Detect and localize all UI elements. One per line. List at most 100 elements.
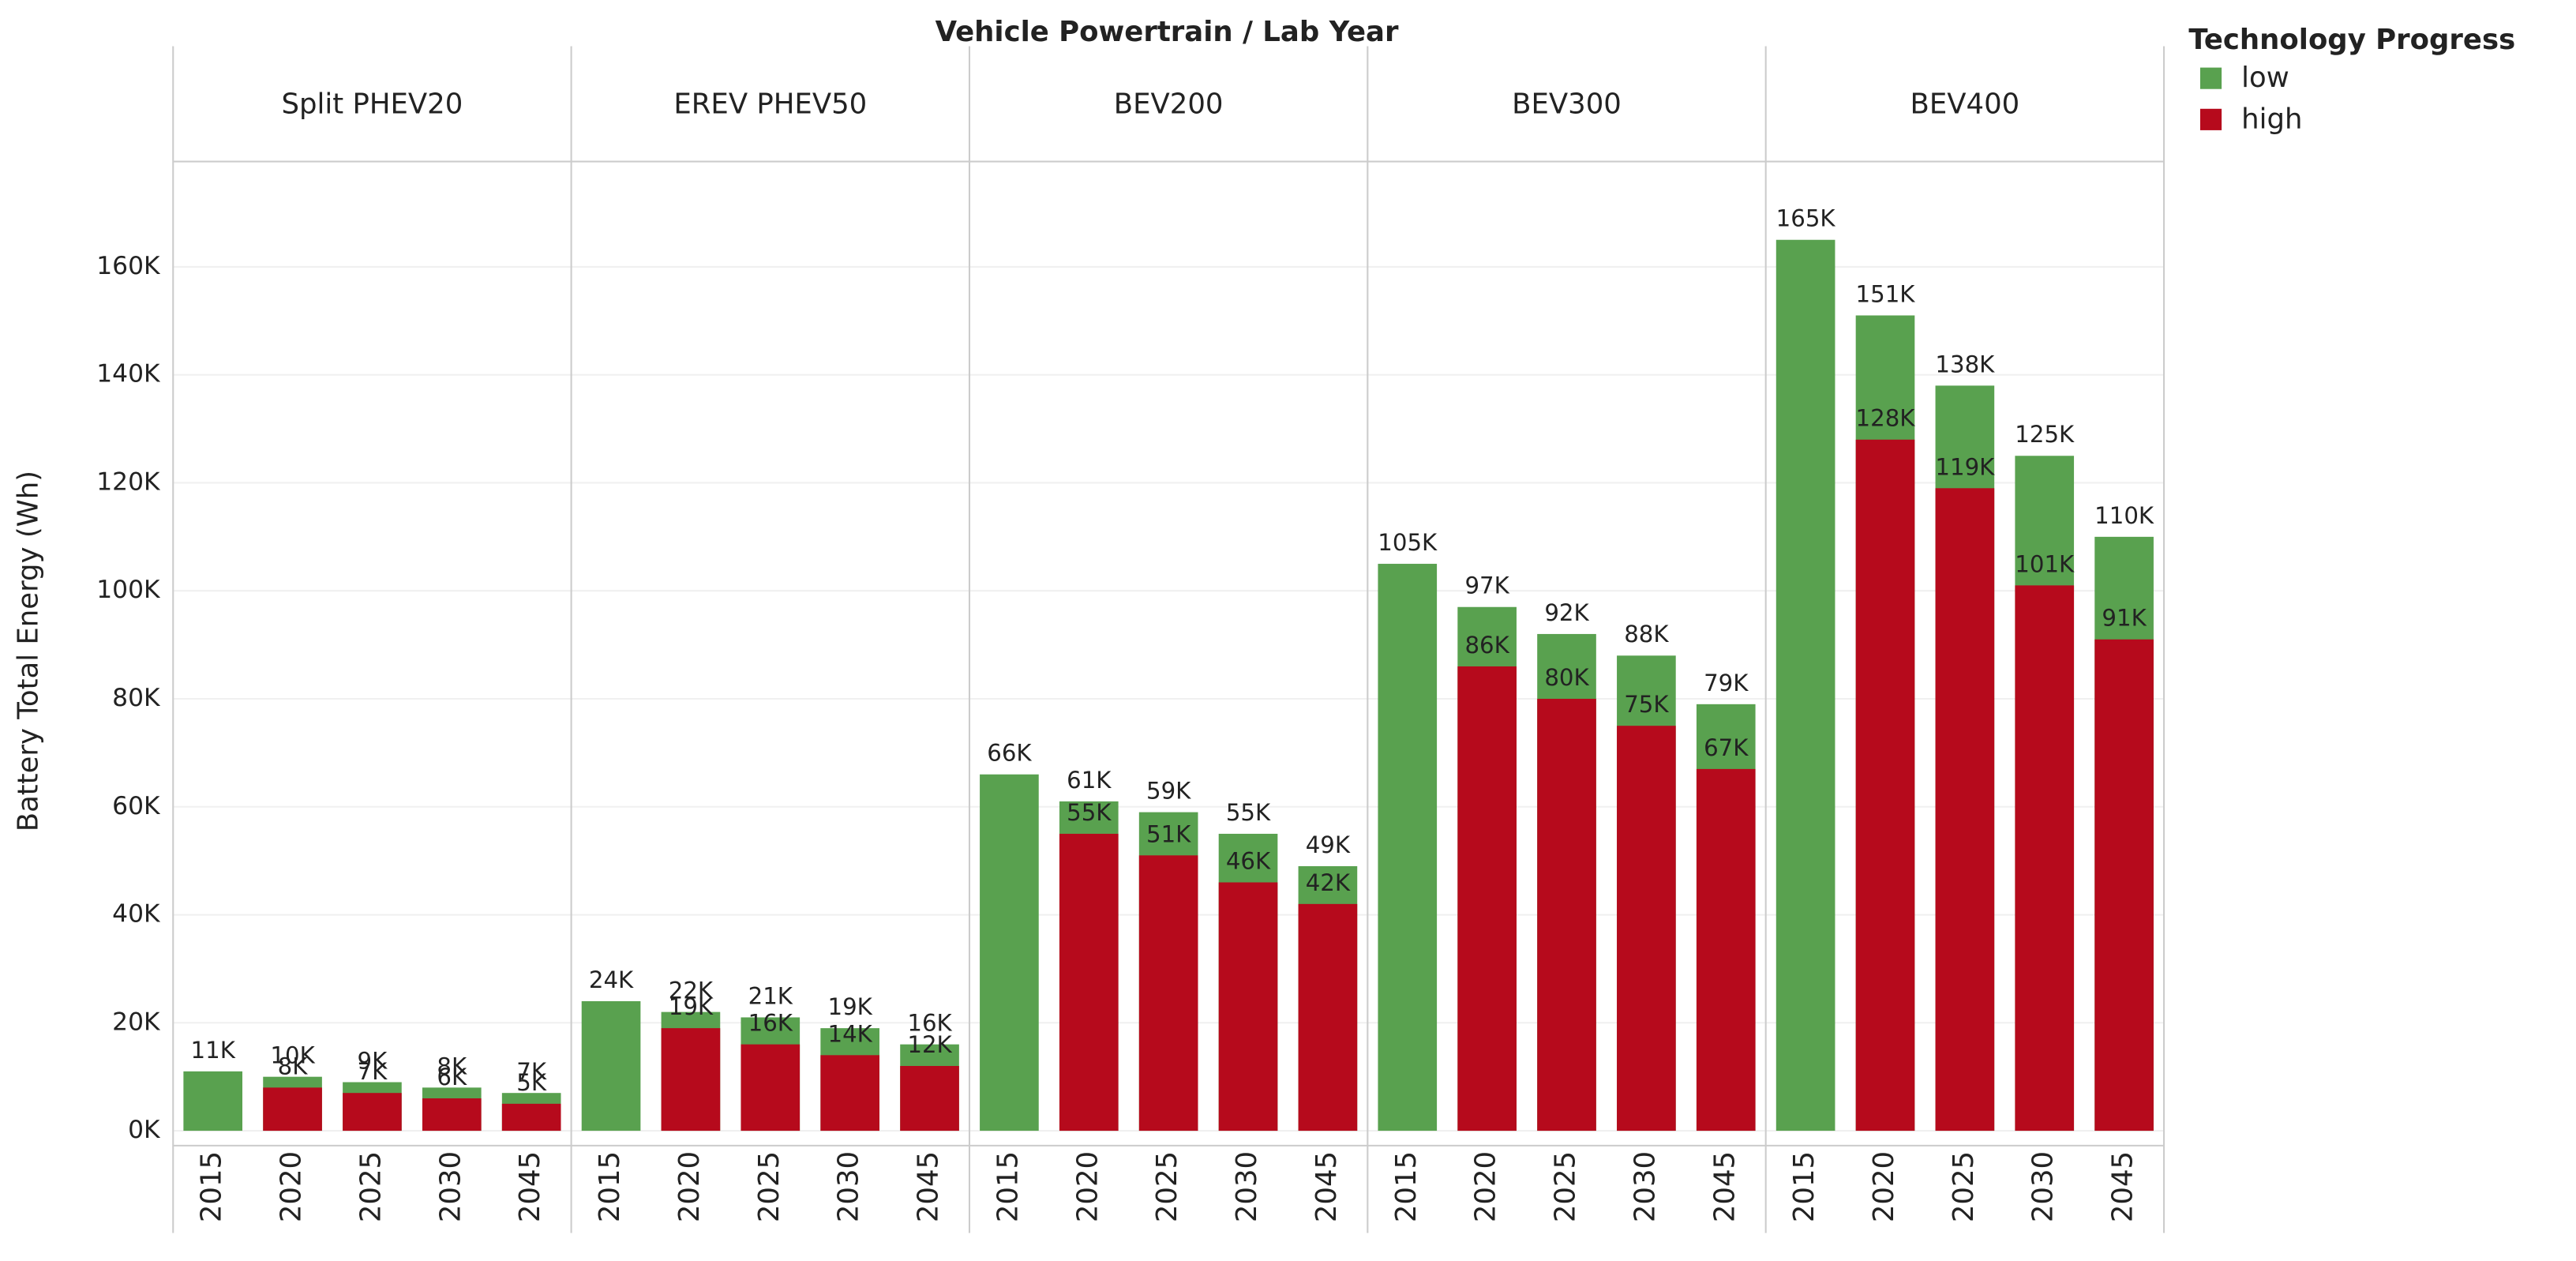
bar <box>2094 639 2154 1132</box>
value-label: 86K <box>1464 632 1509 659</box>
bar <box>1457 666 1517 1132</box>
value-label: 7K <box>358 1058 388 1085</box>
bar <box>183 1071 243 1132</box>
bar <box>1218 882 1278 1132</box>
value-label: 22K <box>669 978 714 1004</box>
x-tick-label: 2015 <box>992 1151 1024 1222</box>
x-tick-label: 2045 <box>2107 1151 2139 1222</box>
value-label: 8K <box>437 1053 467 1079</box>
y-tick-label: 120K <box>96 467 161 496</box>
value-label: 7K <box>516 1058 547 1085</box>
value-label: 16K <box>748 1010 793 1037</box>
y-axis-label: Battery Total Energy (Wh) <box>13 471 45 831</box>
value-label: 21K <box>748 982 793 1009</box>
legend-swatch <box>2199 108 2222 130</box>
panel-label: BEV300 <box>1512 88 1622 121</box>
y-tick-label: 20K <box>112 1008 161 1036</box>
panel-label: BEV400 <box>1910 88 2020 121</box>
bar <box>1298 903 1358 1132</box>
bar <box>1775 239 1835 1132</box>
bar <box>1696 768 1756 1132</box>
bar <box>1138 855 1198 1132</box>
bar <box>741 1044 801 1132</box>
bar <box>1059 833 1119 1132</box>
value-label: 16K <box>907 1010 952 1037</box>
x-tick-label: 2030 <box>2027 1151 2060 1222</box>
x-tick-label: 2030 <box>1231 1151 1263 1222</box>
panel-label: Split PHEV20 <box>282 88 463 121</box>
value-label: 61K <box>1067 767 1112 794</box>
value-label: 10K <box>270 1042 315 1069</box>
value-label: 6K <box>437 1064 467 1090</box>
value-label: 91K <box>2102 605 2147 632</box>
x-tick-label: 2045 <box>514 1151 546 1222</box>
bar <box>1935 488 1995 1132</box>
x-tick-label: 2015 <box>1390 1151 1423 1222</box>
bar <box>343 1093 402 1132</box>
value-label: 55K <box>1067 799 1112 826</box>
panel-label: EREV PHEV50 <box>673 88 867 121</box>
x-tick-label: 2020 <box>1470 1151 1502 1222</box>
value-label: 67K <box>1704 734 1749 761</box>
value-label: 49K <box>1306 831 1351 858</box>
value-label: 66K <box>987 740 1032 767</box>
value-label: 75K <box>1624 691 1669 718</box>
legend-swatch <box>2199 67 2222 89</box>
value-label: 59K <box>1146 778 1191 805</box>
value-label: 46K <box>1226 847 1271 874</box>
value-label: 125K <box>2015 421 2075 448</box>
x-tick-label: 2015 <box>1788 1151 1820 1222</box>
value-label: 165K <box>1776 205 1836 232</box>
value-label: 42K <box>1306 869 1351 896</box>
value-label: 55K <box>1226 799 1271 826</box>
y-tick-label: 40K <box>112 900 161 929</box>
value-label: 97K <box>1464 572 1509 599</box>
x-tick-label: 2015 <box>196 1151 228 1222</box>
value-label: 19K <box>827 993 872 1020</box>
bar <box>820 1055 879 1132</box>
y-tick-label: 0K <box>128 1116 161 1144</box>
y-tick-label: 60K <box>112 792 161 820</box>
bar <box>900 1066 959 1132</box>
x-tick-label: 2025 <box>1948 1151 1980 1222</box>
bar <box>501 1103 561 1132</box>
bar <box>581 1000 641 1132</box>
value-label: 110K <box>2094 502 2154 529</box>
bar <box>661 1028 721 1132</box>
value-label: 24K <box>589 966 634 993</box>
bar <box>2015 585 2075 1132</box>
x-tick-label: 2020 <box>276 1151 308 1222</box>
value-label: 19K <box>669 993 714 1020</box>
x-tick-label: 2030 <box>1629 1151 1661 1222</box>
bar <box>1855 439 1915 1132</box>
legend-label: high <box>2241 103 2302 135</box>
value-label: 5K <box>516 1069 547 1096</box>
bar <box>1617 726 1676 1132</box>
bar <box>422 1098 482 1132</box>
value-label: 79K <box>1704 670 1749 696</box>
value-label: 138K <box>1935 351 1995 377</box>
value-label: 119K <box>1935 453 1995 480</box>
value-label: 92K <box>1544 599 1589 626</box>
x-tick-label: 2025 <box>753 1151 786 1222</box>
x-tick-label: 2020 <box>1071 1151 1104 1222</box>
x-tick-label: 2025 <box>1550 1151 1582 1222</box>
y-tick-label: 100K <box>96 576 161 604</box>
value-label: 14K <box>827 1020 872 1047</box>
x-tick-label: 2030 <box>833 1151 865 1222</box>
x-tick-label: 2015 <box>594 1151 626 1222</box>
legend-label: low <box>2241 62 2289 94</box>
legend-title: Technology Progress <box>2188 24 2515 56</box>
value-label: 9K <box>358 1047 388 1074</box>
x-tick-label: 2025 <box>1151 1151 1183 1222</box>
y-tick-label: 140K <box>96 360 161 388</box>
value-label: 105K <box>1378 529 1438 556</box>
x-tick-label: 2020 <box>1868 1151 1900 1222</box>
x-tick-label: 2045 <box>1310 1151 1343 1222</box>
panel-label: BEV200 <box>1114 88 1224 121</box>
value-label: 12K <box>907 1031 952 1058</box>
value-label: 8K <box>278 1053 309 1079</box>
x-tick-label: 2030 <box>434 1151 467 1222</box>
value-label: 151K <box>1856 280 1916 307</box>
